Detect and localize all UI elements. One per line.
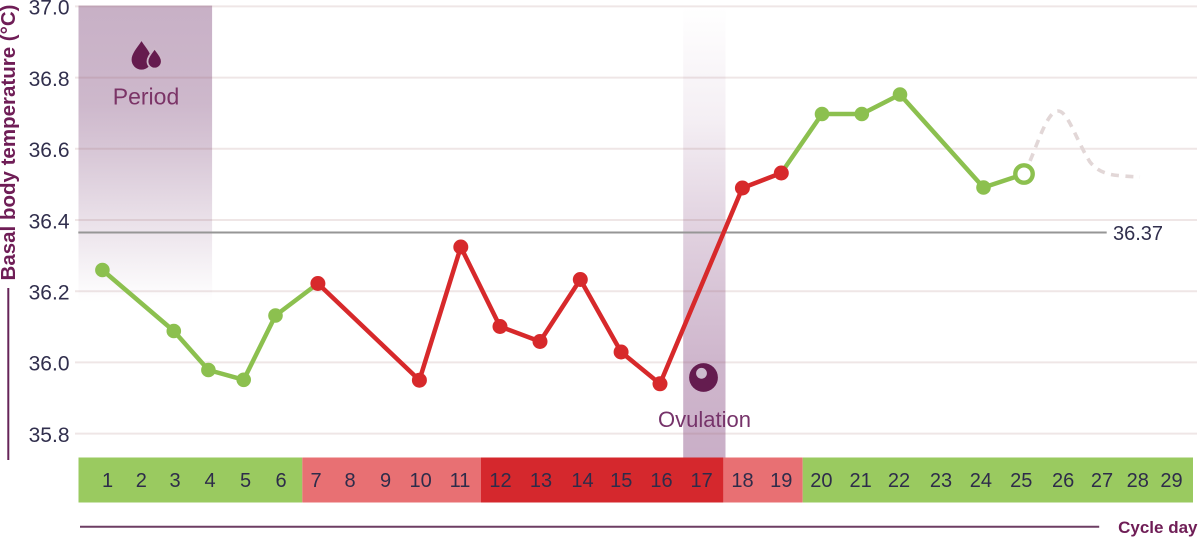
svg-text:11: 11 — [450, 470, 471, 492]
svg-text:9: 9 — [380, 470, 391, 492]
svg-text:26: 26 — [1052, 470, 1074, 492]
svg-text:8: 8 — [344, 470, 355, 492]
svg-text:19: 19 — [770, 470, 792, 492]
svg-text:7: 7 — [310, 470, 321, 492]
svg-text:15: 15 — [610, 470, 632, 492]
svg-text:36.6: 36.6 — [29, 139, 70, 162]
svg-text:36.2: 36.2 — [29, 282, 70, 305]
svg-text:35.8: 35.8 — [29, 424, 70, 447]
svg-text:20: 20 — [810, 470, 832, 492]
svg-text:25: 25 — [1010, 470, 1032, 492]
svg-text:18: 18 — [731, 470, 753, 492]
svg-text:24: 24 — [970, 470, 992, 492]
svg-text:14: 14 — [571, 470, 593, 492]
svg-text:36.0: 36.0 — [29, 353, 70, 376]
svg-text:10: 10 — [409, 470, 431, 492]
svg-text:2: 2 — [136, 470, 147, 492]
svg-text:6: 6 — [275, 470, 286, 492]
svg-text:36.37: 36.37 — [1113, 223, 1163, 245]
svg-text:13: 13 — [530, 470, 552, 492]
svg-text:37.0: 37.0 — [29, 0, 70, 20]
svg-text:21: 21 — [849, 470, 871, 492]
svg-text:3: 3 — [169, 470, 180, 492]
svg-text:23: 23 — [930, 470, 952, 492]
svg-text:22: 22 — [888, 470, 910, 492]
svg-text:5: 5 — [240, 470, 251, 492]
svg-text:1: 1 — [102, 470, 113, 492]
svg-text:28: 28 — [1127, 470, 1149, 492]
svg-text:Period: Period — [113, 84, 179, 110]
svg-text:36.8: 36.8 — [29, 68, 70, 91]
svg-text:29: 29 — [1160, 470, 1182, 492]
svg-text:12: 12 — [489, 470, 511, 492]
svg-text:36.4: 36.4 — [29, 210, 70, 233]
svg-text:Basal body temperature (°C): Basal body temperature (°C) — [0, 5, 20, 281]
svg-text:27: 27 — [1091, 470, 1113, 492]
svg-text:Ovulation: Ovulation — [658, 407, 751, 432]
svg-text:17: 17 — [690, 470, 712, 492]
svg-text:Cycle day: Cycle day — [1118, 518, 1198, 537]
svg-text:4: 4 — [204, 470, 215, 492]
svg-text:16: 16 — [650, 470, 672, 492]
